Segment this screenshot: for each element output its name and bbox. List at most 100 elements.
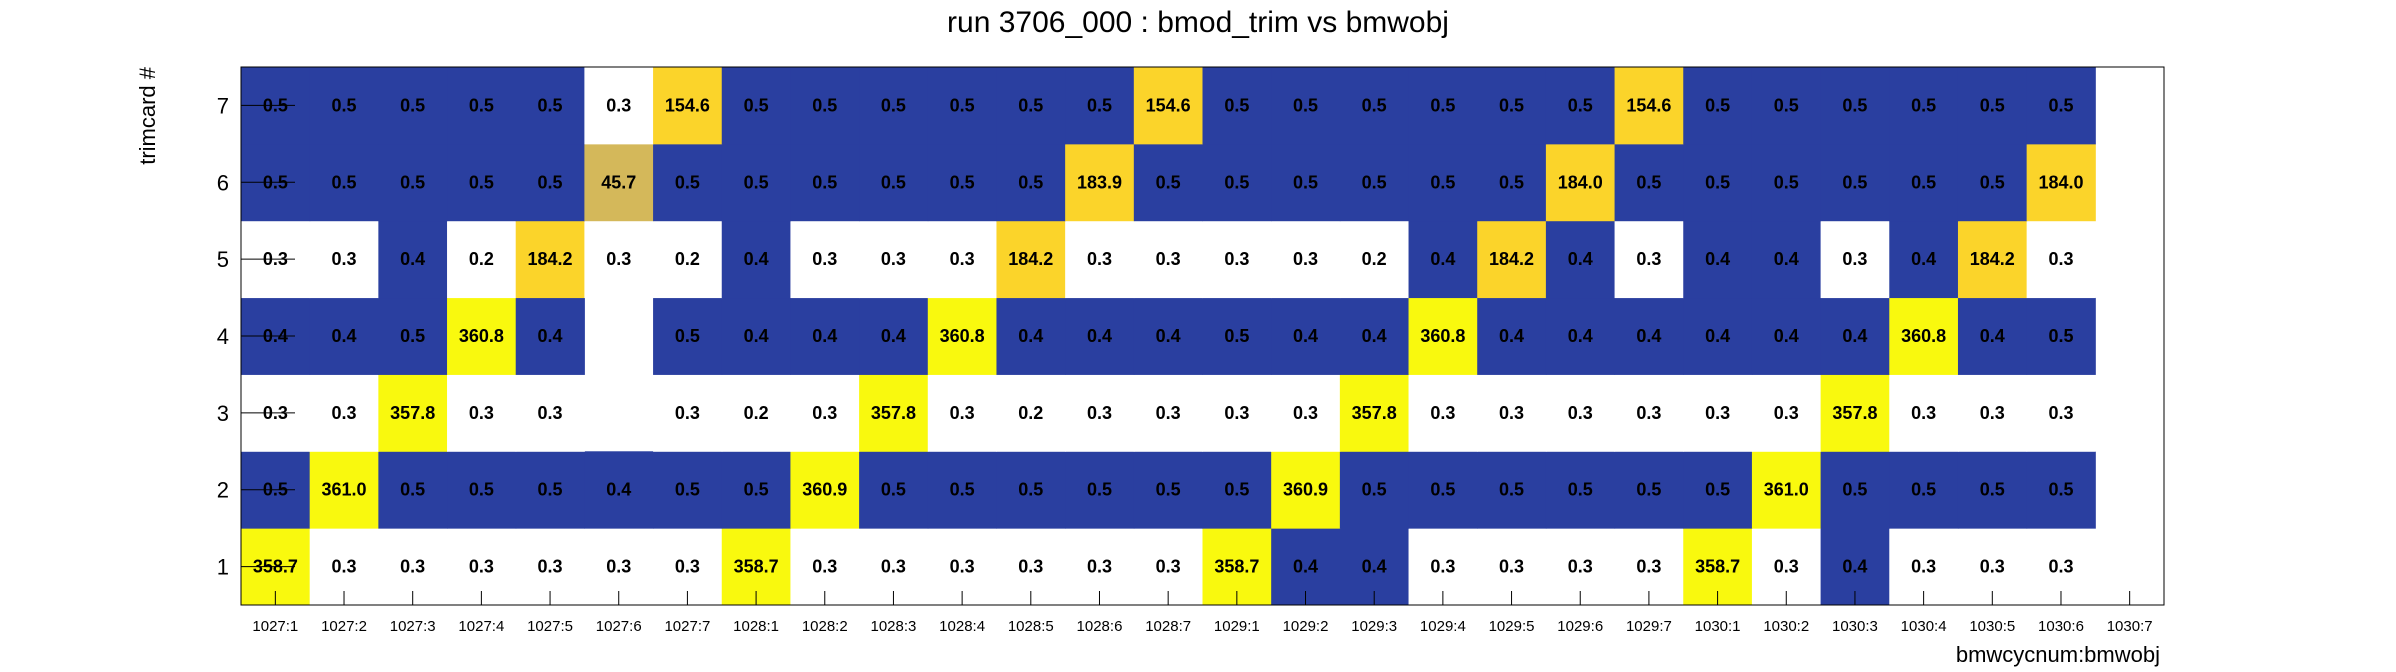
heatmap-cell <box>309 451 379 529</box>
cell-value-label: 0.5 <box>1842 480 1867 500</box>
heatmap-cell <box>447 374 517 452</box>
heatmap-cell <box>721 220 791 299</box>
heatmap-cell <box>1545 297 1616 375</box>
cell-value-label: 357.8 <box>871 403 916 423</box>
heatmap-cell <box>1065 67 1135 145</box>
cell-value-label: 0.4 <box>1842 326 1867 346</box>
cell-value-label: 0.4 <box>1568 249 1593 269</box>
x-tick-label: 1027:1 <box>252 618 298 635</box>
cell-value-label: 0.2 <box>1018 403 1043 423</box>
cell-value-label: 360.8 <box>940 326 985 346</box>
heatmap-cell <box>790 374 860 452</box>
cell-value-label: 357.8 <box>1352 403 1397 423</box>
heatmap-cell <box>1271 220 1341 299</box>
cell-value-label: 0.5 <box>538 172 563 192</box>
cell-value-label: 0.4 <box>1293 326 1318 346</box>
cell-value-label: 184.2 <box>528 249 573 269</box>
cell-value-label: 184.2 <box>1008 249 1053 269</box>
cell-value-label: 0.4 <box>1362 326 1387 346</box>
cell-value-label: 0.5 <box>1911 480 1936 500</box>
heatmap-cell <box>584 220 654 299</box>
cell-value-label: 154.6 <box>1626 95 1671 115</box>
heatmap-cell <box>927 451 997 529</box>
heatmap-cell <box>1614 143 1684 222</box>
heatmap-cell <box>2026 297 2096 375</box>
cell-value-label: 0.5 <box>1224 172 1249 192</box>
cell-value-label: 0.4 <box>400 249 425 269</box>
x-axis: 1027:1 1027:2 1027:3 1027:4 1027:5 1027:6 1027… <box>252 591 2153 635</box>
cell-value-label: 0.3 <box>812 249 837 269</box>
heatmap-cell <box>309 374 379 452</box>
heatmap-cell <box>1614 451 1684 529</box>
cell-value-label: 0.5 <box>1018 172 1043 192</box>
cell-value-label: 0.5 <box>950 95 975 115</box>
cell-value-label: 0.5 <box>1568 95 1593 115</box>
heatmap-cell <box>996 374 1066 452</box>
cell-value-label: 0.5 <box>1430 95 1455 115</box>
cell-value-label: 0.3 <box>881 249 906 269</box>
cell-value-label: 0.4 <box>1774 249 1799 269</box>
cell-value-label: 0.5 <box>1774 95 1799 115</box>
heatmap-cell <box>584 67 654 145</box>
heatmap-cell <box>309 220 379 299</box>
cell-value-label: 0.5 <box>881 480 906 500</box>
heatmap-cell <box>927 143 997 222</box>
cell-value-label: 184.2 <box>1489 249 1534 269</box>
heatmap-cell <box>1271 67 1341 145</box>
heatmap-cell <box>1133 297 1203 375</box>
cell-value-label: 0.3 <box>1499 403 1524 423</box>
heatmap-cell <box>790 220 860 299</box>
cell-value-label: 0.5 <box>675 480 700 500</box>
heatmap-cell <box>1820 143 1890 222</box>
cell-value-label: 0.5 <box>400 326 425 346</box>
heatmap-cell <box>1271 143 1341 222</box>
heatmap-cell <box>1614 297 1684 375</box>
cell-value-label: 0.5 <box>1842 172 1867 192</box>
cell-value-label: 0.4 <box>1018 326 1043 346</box>
heatmap-cell <box>378 67 448 145</box>
heatmap-cell <box>1477 143 1547 222</box>
heatmap-cell <box>1683 374 1753 452</box>
heatmap-cell <box>1339 143 1410 222</box>
cell-value-label: 360.9 <box>1283 480 1328 500</box>
cell-value-label: 0.3 <box>1980 403 2005 423</box>
cell-value-label: 0.3 <box>332 557 357 577</box>
cell-value-label: 0.5 <box>1018 95 1043 115</box>
x-tick-label: 1028:5 <box>1008 618 1054 635</box>
x-tick-label: 1029:2 <box>1283 618 1329 635</box>
heatmap-cell <box>1065 374 1135 452</box>
heatmap-cell <box>927 374 997 452</box>
heatmap-cell <box>584 143 654 222</box>
heatmap-cell <box>378 297 448 375</box>
heatmap-cell <box>1202 297 1272 375</box>
x-tick-label: 1030:6 <box>2038 618 2084 635</box>
x-tick-label: 1030:7 <box>2107 618 2153 635</box>
heatmap-cell <box>1408 451 1478 529</box>
x-tick-label: 1027:2 <box>321 618 367 635</box>
heatmap-cell <box>1820 451 1890 529</box>
heatmap-cell <box>1751 143 1822 222</box>
cell-value-label: 0.5 <box>469 95 494 115</box>
cell-value-label: 358.7 <box>1214 557 1259 577</box>
heatmap-cell <box>2026 451 2096 529</box>
cell-value-label: 0.5 <box>744 95 769 115</box>
cell-value-label: 0.5 <box>812 172 837 192</box>
heatmap-cell <box>653 297 723 375</box>
heatmap-cell <box>447 67 517 145</box>
cell-value-label: 0.4 <box>1636 326 1661 346</box>
heatmap-cell <box>1820 297 1890 375</box>
cell-value-label: 0.3 <box>675 403 700 423</box>
cell-value-label: 0.3 <box>1568 557 1593 577</box>
cell-value-label: 0.4 <box>812 326 837 346</box>
heatmap-cell <box>515 451 585 529</box>
cell-value-label: 0.4 <box>1705 249 1730 269</box>
heatmap-cell <box>447 451 517 529</box>
cell-value-label: 0.4 <box>1705 326 1730 346</box>
cell-value-label: 0.5 <box>1156 172 1181 192</box>
heatmap-cell <box>1339 451 1410 529</box>
cell-value-label: 0.3 <box>606 249 631 269</box>
y-tick-label: 7 <box>217 93 229 118</box>
cell-value-label: 0.5 <box>1018 480 1043 500</box>
cell-value-label: 0.4 <box>881 326 906 346</box>
